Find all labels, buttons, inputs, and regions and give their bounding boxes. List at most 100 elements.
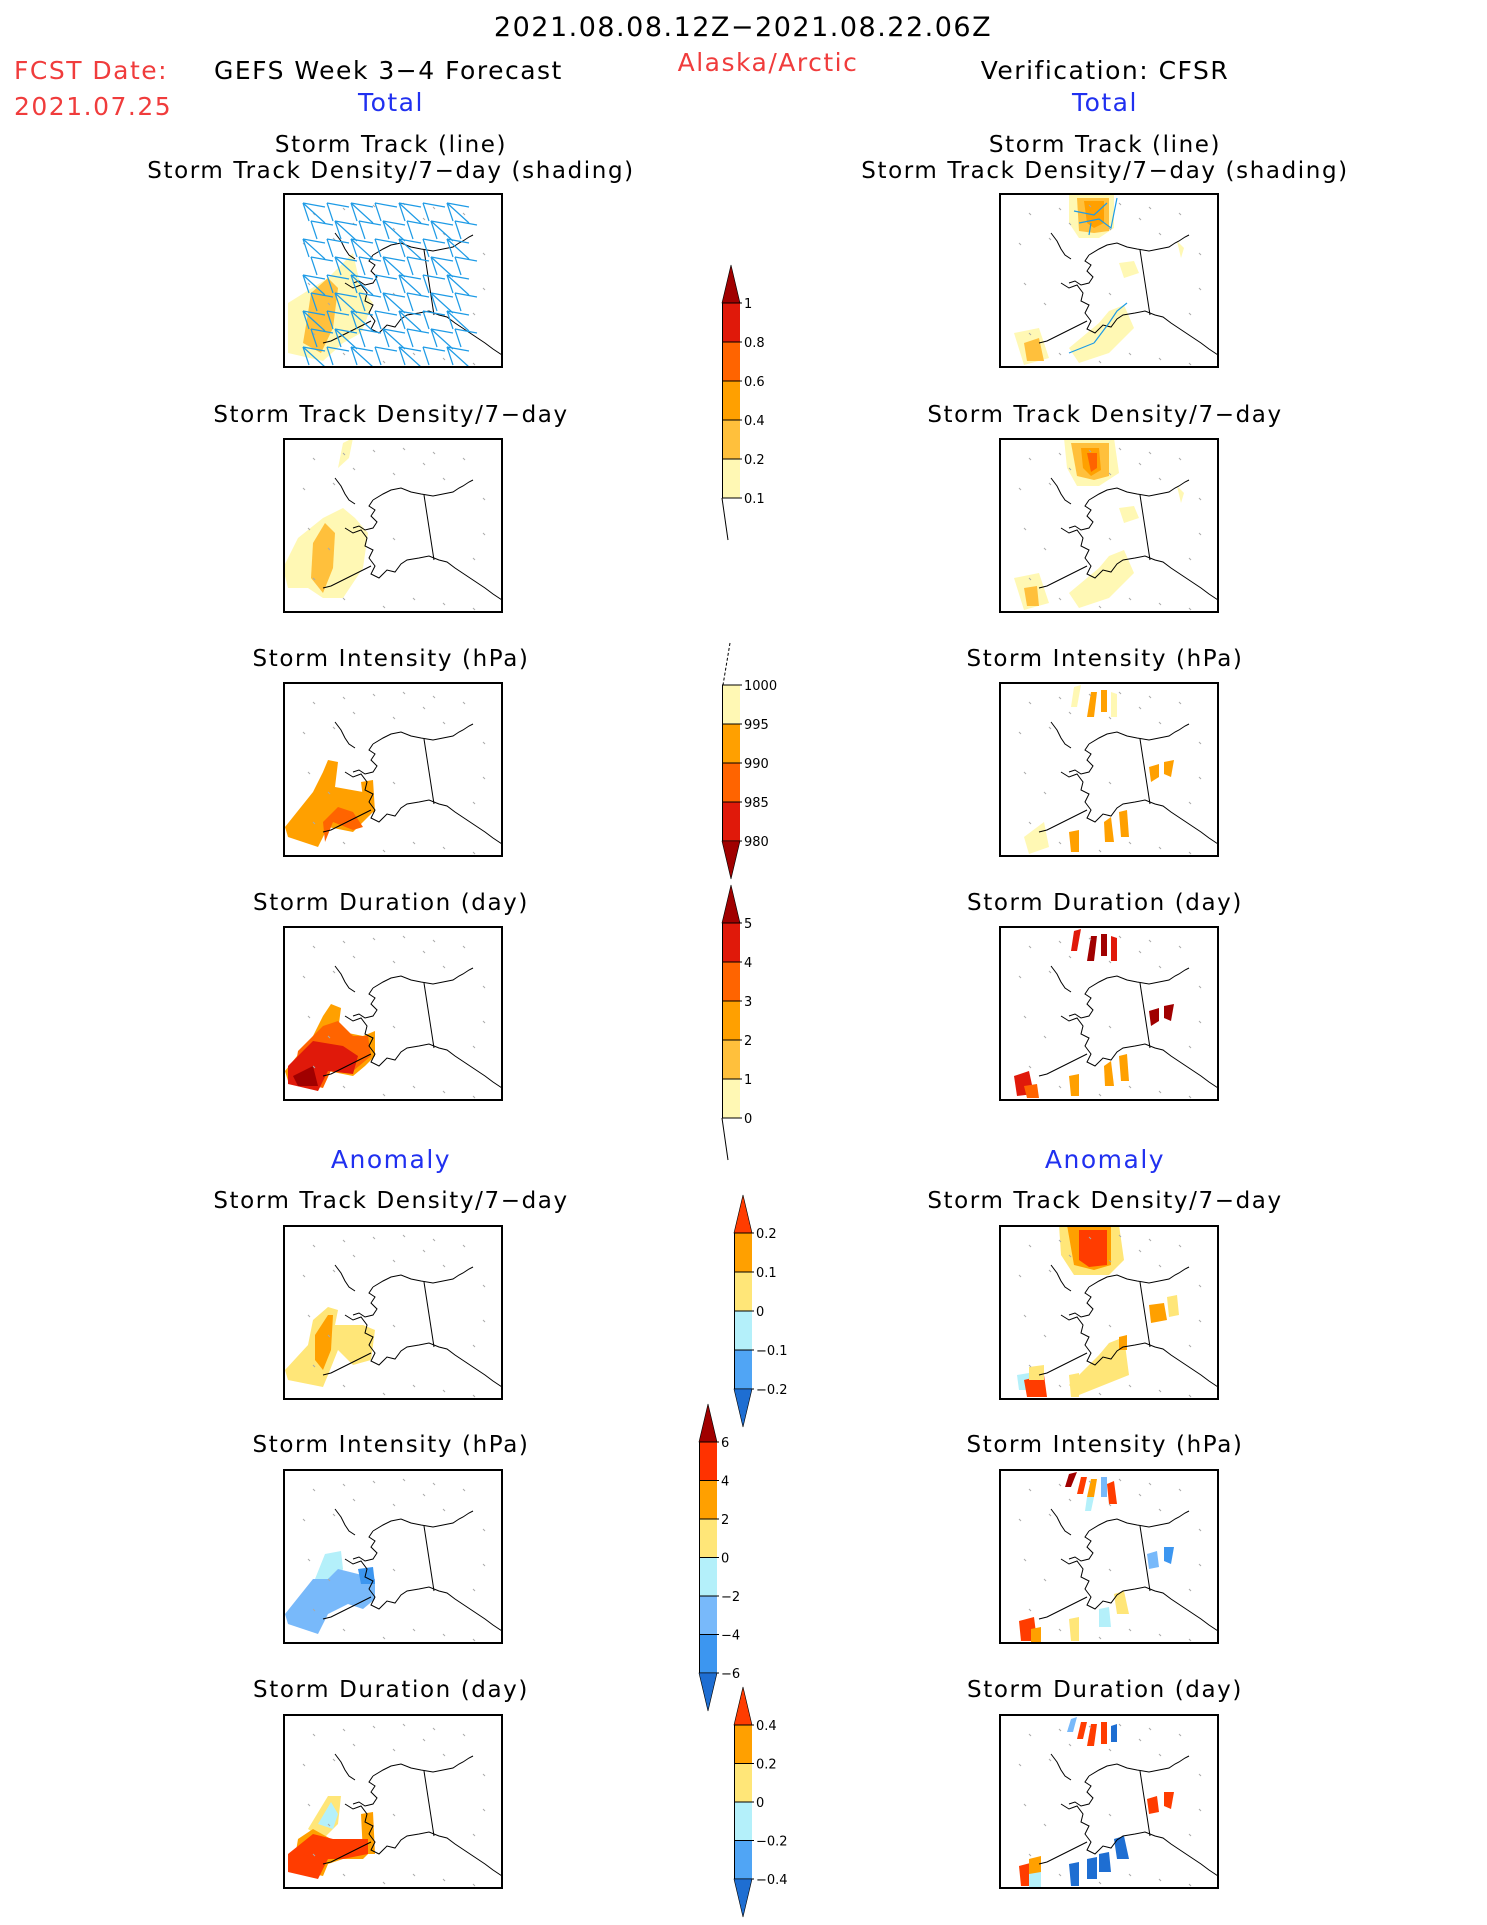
shaded-region [1079, 1230, 1107, 1267]
graticule-mark [1018, 975, 1022, 979]
graticule-mark [1198, 1808, 1202, 1812]
coastline [423, 982, 435, 1049]
graticule-mark [482, 1020, 486, 1024]
colorbar-tail [721, 1117, 729, 1161]
coastline [1088, 234, 1190, 256]
map-panel-forecast-anomaly-density [283, 1225, 503, 1400]
graticule-mark [1188, 362, 1192, 366]
coastline [1060, 1803, 1219, 1877]
colorbar-segment [699, 1480, 717, 1519]
panel-title: Storm Track (line) [988, 132, 1222, 158]
map-panel-verification-anomaly-density [999, 1225, 1219, 1400]
graticule-mark [1018, 1274, 1022, 1278]
storm-track-line [358, 292, 382, 298]
coastline [372, 1510, 474, 1532]
colorbar-segment [722, 962, 740, 1001]
graticule-mark [1138, 1249, 1142, 1253]
graticule-mark [1058, 207, 1062, 211]
coastline [1038, 809, 1088, 833]
graticule-mark [442, 602, 446, 606]
storm-track-line [446, 202, 454, 222]
colorbar-label: 0.2 [756, 1227, 777, 1242]
colorbar-segment [699, 1596, 717, 1635]
graticule-mark [1198, 776, 1202, 780]
graticule-mark [1108, 1813, 1112, 1817]
map-frame [283, 1469, 503, 1644]
panel-title: Storm Intensity (hPa) [966, 1432, 1244, 1458]
storm-track-line [334, 328, 358, 350]
coastline [1139, 1281, 1151, 1348]
colorbar-label: 0.4 [744, 414, 765, 429]
graticule-mark [1068, 1498, 1072, 1502]
graticule-mark [482, 741, 486, 745]
graticule-mark [392, 537, 396, 541]
panel-title: Storm Intensity (hPa) [252, 1432, 530, 1458]
graticule-mark [1068, 955, 1072, 959]
graticule-mark [442, 1090, 446, 1094]
colorbar-arrow-top [721, 264, 741, 304]
graticule-mark [1048, 726, 1052, 730]
storm-track-line [398, 274, 422, 280]
storm-track-line [374, 346, 398, 352]
shaded-region [1147, 1796, 1159, 1814]
graticule-mark [1068, 1743, 1072, 1747]
graticule-mark [1128, 1628, 1132, 1632]
graticule-mark [1088, 449, 1092, 453]
storm-track-line [358, 220, 382, 226]
coastline [1088, 1266, 1190, 1288]
storm-track-line [350, 202, 358, 222]
graticule-mark [462, 212, 466, 216]
graticule-mark [412, 1628, 416, 1632]
coastline [1088, 723, 1190, 745]
graticule-mark [1028, 821, 1032, 825]
colorbar-arrow-bottom [733, 1878, 753, 1918]
storm-track-line [334, 328, 358, 334]
storm-track-line [454, 292, 462, 312]
storm-track-line [446, 310, 470, 316]
storm-track-line [446, 238, 470, 244]
coastline [344, 1314, 503, 1388]
graticule-mark [1118, 691, 1122, 695]
colorbar-segment [734, 1272, 752, 1311]
graticule-mark [1043, 547, 1047, 551]
map-panel-forecast-total-density [283, 438, 503, 613]
graticule-mark [472, 851, 476, 855]
storm-track-line [406, 328, 430, 334]
storm-track-line [398, 238, 406, 258]
storm-track-line [302, 346, 326, 352]
shaded-region [1087, 453, 1097, 472]
region-title: Alaska/Arctic [677, 48, 859, 77]
coastline [352, 499, 378, 531]
graticule-mark [1028, 332, 1032, 336]
storm-track-line [302, 346, 326, 368]
graticule-mark [1058, 1483, 1062, 1487]
storm-track-line [446, 346, 470, 352]
graticule-mark [1158, 1508, 1162, 1512]
graticule-mark [342, 1384, 346, 1388]
storm-track-line [350, 238, 374, 260]
graticule-mark [1198, 985, 1202, 989]
colorbar-segment [722, 459, 740, 498]
graticule-mark [332, 1513, 336, 1517]
graticule-mark [422, 706, 426, 710]
storm-track-line [350, 310, 358, 330]
map-panel-forecast-total-duration [283, 926, 503, 1101]
graticule-mark [342, 1239, 346, 1243]
graticule-mark [1108, 1748, 1112, 1752]
graticule-mark [1108, 472, 1112, 476]
graticule-mark [1108, 537, 1112, 541]
graticule-mark [1198, 1773, 1202, 1777]
panel-title: Storm Intensity (hPa) [966, 646, 1244, 672]
anomaly-label-left: Anomaly [330, 1145, 452, 1174]
map-panel-verification-total-density [999, 438, 1219, 613]
coastline [1088, 1755, 1190, 1777]
storm-track-line [1088, 222, 1092, 236]
storm-track-line [302, 310, 310, 330]
coastline [334, 721, 356, 749]
graticule-mark [1108, 960, 1112, 964]
storm-track-line [422, 274, 430, 294]
graticule-mark [372, 937, 376, 941]
coastline [334, 965, 356, 993]
graticule-mark [1043, 302, 1047, 306]
shaded-region [1024, 586, 1039, 606]
